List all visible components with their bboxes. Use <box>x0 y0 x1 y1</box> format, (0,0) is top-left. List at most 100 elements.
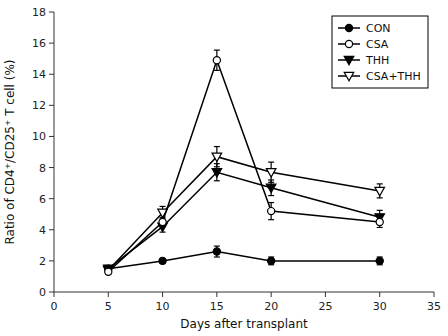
point <box>376 257 383 264</box>
error-bar-cap <box>268 162 274 163</box>
legend-label: THH <box>365 54 389 67</box>
error-bar-cap <box>377 227 383 228</box>
y-tick <box>49 292 54 293</box>
point <box>376 218 383 225</box>
y-tick-label: 16 <box>32 37 46 50</box>
error-bar-cap <box>377 183 383 184</box>
point <box>212 153 222 161</box>
point <box>268 208 275 215</box>
x-tick <box>325 292 326 297</box>
series-line <box>108 172 379 268</box>
x-axis-label: Days after transplant <box>180 317 308 331</box>
legend-item: CSA <box>338 38 389 51</box>
legend-label: CSA <box>366 38 389 51</box>
x-tick-label: 35 <box>427 300 441 313</box>
point <box>213 57 220 64</box>
legend: CON CSA THH CSA+THH <box>332 16 428 88</box>
y-tick <box>49 198 54 199</box>
x-axis-line <box>54 292 434 293</box>
error-bar-cap <box>214 146 220 147</box>
error-bar <box>268 203 274 220</box>
legend-marker <box>344 72 354 80</box>
x-tick-label: 15 <box>210 300 224 313</box>
legend-box <box>332 16 428 88</box>
series-3 <box>103 147 384 275</box>
y-tick-label: 6 <box>39 193 46 206</box>
x-tick <box>434 292 435 297</box>
error-bar <box>214 246 220 257</box>
y-tick <box>49 12 54 13</box>
series-0 <box>105 246 384 272</box>
point <box>213 248 220 255</box>
x-tick-label: 5 <box>105 300 112 313</box>
error-bar <box>268 257 274 265</box>
x-tick-label: 20 <box>264 300 278 313</box>
x-tick <box>216 292 217 297</box>
error-bar-cap <box>214 180 220 181</box>
y-tick <box>49 105 54 106</box>
legend-marker <box>344 56 354 64</box>
y-tick <box>49 260 54 261</box>
error-bar-cap <box>160 217 166 218</box>
error-bar-cap <box>268 179 274 180</box>
x-tick-label: 10 <box>156 300 170 313</box>
point <box>375 187 385 195</box>
point <box>266 169 276 177</box>
y-tick <box>49 229 54 230</box>
x-tick <box>379 292 380 297</box>
y-tick-label: 10 <box>32 130 46 143</box>
error-bar-cap <box>214 70 220 71</box>
point <box>159 218 166 225</box>
series-line <box>108 252 379 269</box>
y-tick-label: 14 <box>32 68 46 81</box>
error-bar <box>377 257 383 265</box>
point <box>212 169 222 177</box>
error-bar-cap <box>160 226 166 227</box>
y-tick <box>49 167 54 168</box>
series-line <box>108 157 379 271</box>
error-bar-cap <box>214 246 220 247</box>
legend-label: CSA+THH <box>366 70 421 83</box>
error-bar-cap <box>377 216 383 217</box>
x-tick <box>54 292 55 297</box>
y-tick-label: 18 <box>32 6 46 19</box>
legend-item: THH <box>338 54 389 67</box>
x-tick-label: 25 <box>318 300 332 313</box>
y-tick-label: 12 <box>32 99 46 112</box>
error-bar-cap <box>268 219 274 220</box>
point <box>159 257 166 264</box>
error-bar-cap <box>377 210 383 211</box>
y-tick-label: 4 <box>39 224 46 237</box>
axes: 0 5 10 15 20 25 30 35 0 2 4 6 8 10 12 14 16 18 <box>32 6 441 313</box>
x-tick <box>271 292 272 297</box>
y-tick-label: 8 <box>39 162 46 175</box>
x-tick <box>108 292 109 297</box>
error-bar-cap <box>160 206 166 207</box>
error-bar <box>160 217 166 226</box>
error-bar-cap <box>268 195 274 196</box>
point <box>268 257 275 264</box>
y-tick-label: 0 <box>39 286 46 299</box>
y-axis-line <box>54 12 55 292</box>
y-tick <box>49 43 54 44</box>
error-bar-cap <box>268 202 274 203</box>
y-tick <box>49 136 54 137</box>
y-axis-label: Ratio of CD4⁺/CD25⁺ T cell (%) <box>3 59 17 244</box>
error-bar <box>214 50 220 70</box>
x-tick <box>162 292 163 297</box>
error-bar-cap <box>377 197 383 198</box>
error-bar <box>377 217 383 228</box>
error-bar-cap <box>214 50 220 51</box>
chart-svg: 0 5 10 15 20 25 30 35 0 2 4 6 8 10 12 14 16 18 Days after … <box>0 0 448 336</box>
y-tick-label: 2 <box>39 255 46 268</box>
x-tick-label: 0 <box>51 300 58 313</box>
x-tick-label: 30 <box>373 300 387 313</box>
chart-container: 0 5 10 15 20 25 30 35 0 2 4 6 8 10 12 14 16 18 Days after … <box>0 0 448 336</box>
error-bar-cap <box>214 163 220 164</box>
point <box>105 268 112 275</box>
legend-item: CSA+THH <box>338 70 421 83</box>
legend-item: CON <box>338 22 391 35</box>
y-tick <box>49 74 54 75</box>
series-line <box>108 60 379 272</box>
error-bar-cap <box>214 256 220 257</box>
